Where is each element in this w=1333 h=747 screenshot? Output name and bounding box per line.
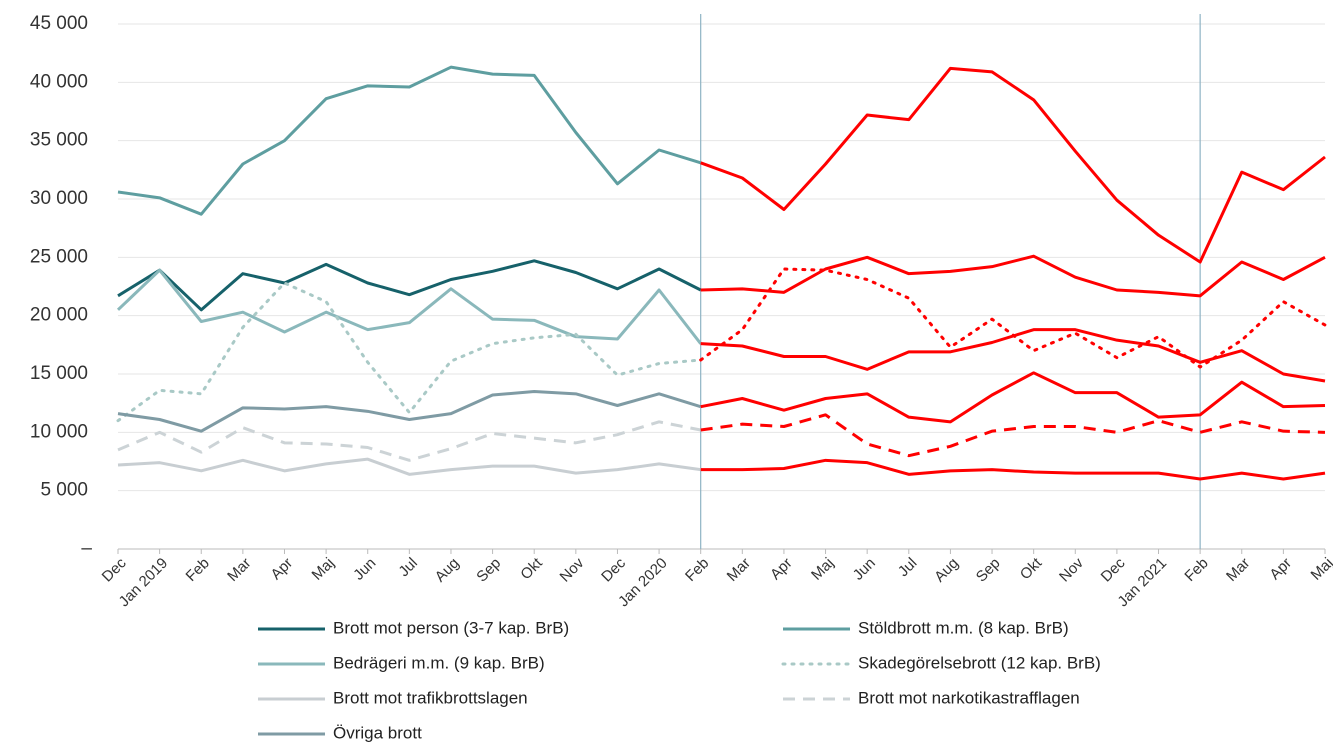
- x-tick-label: Aug: [931, 555, 962, 586]
- y-tick-label: 35 000: [30, 130, 88, 151]
- series-line: [117, 457, 701, 476]
- series-line: [116, 281, 703, 423]
- x-tick-label: Aug: [432, 555, 463, 586]
- x-tick-label: Mar: [224, 555, 254, 585]
- y-tick-label: 10 000: [30, 421, 88, 442]
- x-tick-label: Dec: [598, 554, 629, 585]
- legend-label: Skadegörelsebrott (12 kap. BrB): [858, 653, 1101, 672]
- x-tick-label: Dec: [1098, 554, 1129, 585]
- y-tick-label: 15 000: [30, 363, 88, 384]
- x-tick-label: Mar: [724, 555, 754, 585]
- series-line: [117, 259, 702, 312]
- series-line: [117, 65, 702, 216]
- series-line: [117, 390, 702, 433]
- legend-label: Brott mot person (3-7 kap. BrB): [333, 618, 569, 637]
- forecast-line: [700, 328, 1326, 383]
- x-tick-label: Jul: [895, 555, 921, 581]
- x-tick-label: Jun: [850, 555, 879, 584]
- legend-label: Brott mot trafikbrottslagen: [333, 688, 528, 707]
- x-tick-label: Maj: [1308, 555, 1333, 584]
- x-tick-label: Mar: [1223, 555, 1253, 585]
- x-tick-label: Sep: [473, 555, 504, 586]
- x-tick-label: Okt: [517, 554, 546, 583]
- y-tick-label: 40 000: [30, 71, 88, 92]
- legend-label: Brott mot narkotikastrafflagen: [858, 688, 1080, 707]
- x-tick-label: Apr: [268, 555, 297, 584]
- x-tick-label: Dec: [99, 554, 130, 585]
- x-tick-label: Apr: [767, 555, 796, 584]
- forecast-line: [700, 254, 1326, 298]
- x-tick-label: Nov: [1056, 554, 1087, 585]
- forecast-line: [700, 458, 1326, 481]
- y-tick-label: 25 000: [30, 246, 88, 267]
- x-tick-label: Feb: [682, 555, 712, 585]
- x-tick-label: Jul: [395, 555, 421, 581]
- y-tick-label: 5 000: [40, 480, 88, 501]
- series-line: [116, 268, 702, 345]
- y-tick-label: 30 000: [30, 188, 88, 209]
- x-tick-label: Feb: [1181, 555, 1211, 585]
- forecast-line: [699, 267, 1327, 369]
- x-tick-label: Jun: [350, 555, 379, 584]
- legend-label: Bedrägeri m.m. (9 kap. BrB): [333, 653, 545, 672]
- x-tick-label: Maj: [808, 555, 837, 584]
- x-tick-label: Feb: [183, 555, 213, 585]
- forecast-line: [700, 413, 1326, 458]
- y-tick-label: –: [81, 538, 92, 559]
- x-tick-label: Okt: [1017, 554, 1046, 583]
- legend-label: Övriga brott: [333, 723, 422, 742]
- legend-label: Stöldbrott m.m. (8 kap. BrB): [858, 618, 1069, 637]
- forecast-line: [700, 371, 1326, 424]
- forecast-line: [700, 66, 1326, 264]
- x-tick-label: Apr: [1266, 555, 1295, 584]
- y-tick-label: 20 000: [30, 305, 88, 326]
- x-tick-label: Maj: [309, 555, 338, 584]
- y-tick-label: 45 000: [30, 13, 88, 34]
- series-line: [117, 420, 701, 462]
- x-tick-label: Nov: [557, 554, 588, 585]
- x-tick-label: Sep: [973, 555, 1004, 586]
